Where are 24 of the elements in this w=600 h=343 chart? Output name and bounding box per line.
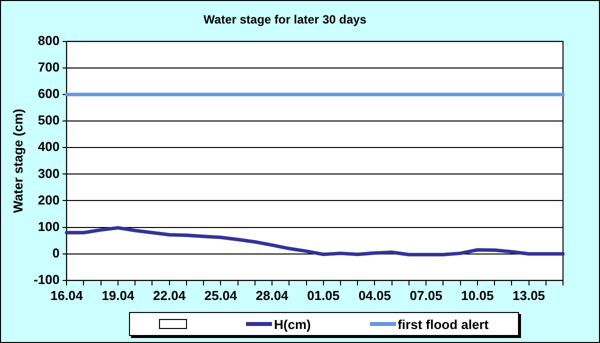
x-tick-label: 25.04 [204, 288, 238, 303]
x-tick-label: 13.05 [512, 288, 546, 303]
legend-label: first flood alert [398, 316, 489, 332]
x-tick-label: 07.05 [410, 288, 442, 303]
x-tick-label: 28.04 [256, 288, 290, 303]
y-tick-label: 500 [38, 112, 60, 128]
x-tick-label: 01.05 [307, 288, 340, 303]
y-tick-label: 200 [38, 192, 60, 208]
x-tick-label: 16.04 [50, 288, 84, 303]
y-axis-title: Water stage (cm) [10, 108, 26, 214]
chart-title: Water stage for later 30 days [204, 12, 367, 27]
y-tick-label: 300 [38, 166, 60, 181]
y-tick-label: 100 [38, 218, 60, 234]
y-tick-label: 800 [38, 32, 60, 48]
y-tick-label: 400 [38, 139, 60, 154]
y-tick-label: -100 [34, 272, 60, 287]
legend-label: H(cm) [274, 316, 311, 332]
y-tick-label: 700 [38, 60, 60, 75]
x-tick-label: 22.04 [153, 288, 186, 303]
y-tick-label: 0 [52, 245, 60, 260]
x-tick-label: 04.05 [358, 288, 391, 303]
x-tick-label: 10.05 [461, 288, 494, 303]
x-tick-label: 19.04 [102, 288, 135, 303]
y-tick-label: 600 [38, 86, 60, 102]
